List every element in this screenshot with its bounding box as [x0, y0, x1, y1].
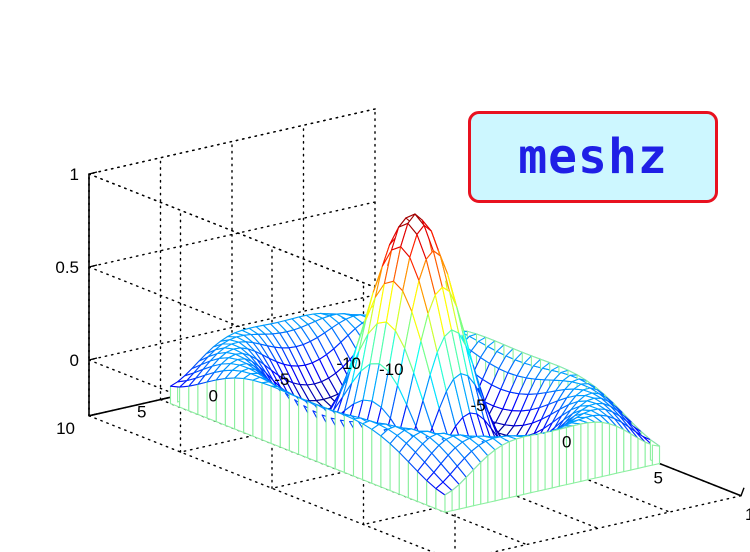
curtain-panel — [325, 407, 336, 470]
curtain-panel — [224, 377, 236, 430]
x-tick-label: 10 — [745, 505, 750, 524]
curtain-panel — [352, 418, 364, 481]
curtain-panel — [637, 437, 646, 470]
grid-line — [88, 294, 376, 361]
curtain-panel — [623, 428, 632, 473]
curtain-panel — [473, 461, 482, 507]
meshz-label: meshz — [518, 129, 668, 185]
x-tick-label: -10 — [379, 360, 404, 379]
curtain-panel — [261, 382, 272, 445]
y-tick-label: -5 — [274, 370, 289, 389]
curtain-panel — [197, 381, 208, 419]
z-tick-label: 1 — [70, 165, 79, 184]
curtain-panel — [651, 444, 661, 466]
curtain-panel — [371, 428, 382, 488]
curtain-panel — [501, 440, 510, 500]
curtain-panel — [487, 448, 496, 504]
z-tick-mark — [88, 357, 98, 361]
curtain-panel — [465, 468, 475, 509]
y-tick-label: 0 — [209, 386, 218, 405]
meshz-label-box: meshz — [468, 111, 718, 203]
y-tick-mark — [160, 396, 169, 401]
curtain-panel — [616, 425, 625, 474]
curtain-panel — [494, 444, 503, 502]
curtain-panel — [279, 388, 290, 452]
curtain-panel — [601, 421, 611, 478]
curtain-panel — [580, 422, 589, 483]
curtain-panel — [444, 489, 453, 513]
curtain-panel — [537, 431, 546, 492]
z-tick-mark — [88, 171, 98, 175]
curtain-panel — [380, 434, 391, 492]
y-tick-label: 10 — [56, 419, 75, 438]
y-tick-label: 5 — [137, 403, 146, 422]
y-tick-mark — [88, 413, 98, 417]
x-tick-label: 5 — [654, 469, 663, 488]
curtain-panel — [480, 454, 489, 505]
curtain-panel — [362, 422, 373, 485]
curtain-panel — [523, 434, 532, 496]
grid-line — [88, 201, 376, 268]
curtain-panel — [234, 377, 245, 434]
grid-line — [490, 495, 742, 552]
curtain-panel — [573, 423, 582, 484]
curtain-panel — [587, 421, 596, 481]
curtain-panel — [630, 433, 639, 471]
grid-line — [88, 415, 435, 552]
tick-labels: -10 -5 0 5 10 -10 -5 0 5 10 0 0.5 1 — [55, 165, 750, 524]
curtain-panel — [188, 383, 199, 416]
grid-line — [88, 108, 376, 175]
curtain-panel — [551, 428, 560, 489]
x-tick-label: 0 — [562, 432, 571, 451]
curtain-panel — [298, 396, 309, 459]
curtain-panel — [594, 421, 603, 479]
curtain-panel — [508, 438, 518, 499]
curtain-panel — [530, 433, 539, 494]
y-tick-label: -10 — [336, 354, 361, 373]
curtain-panel — [608, 423, 618, 476]
mesh-surface — [169, 213, 661, 514]
curtain-panel — [316, 403, 327, 466]
curtain-panel — [252, 379, 263, 441]
curtain-panel — [179, 385, 190, 412]
curtain-panel — [243, 377, 254, 437]
z-tick-label: 0.5 — [55, 258, 79, 277]
curtain-panel — [270, 385, 281, 448]
curtain-panel — [544, 430, 553, 491]
curtain-panel — [515, 436, 525, 497]
curtain-panel — [307, 400, 318, 463]
z-tick-label: 0 — [70, 351, 79, 370]
x-tick-mark — [740, 487, 745, 497]
x-tick-label: -5 — [471, 396, 486, 415]
z-tick-mark — [88, 264, 98, 268]
